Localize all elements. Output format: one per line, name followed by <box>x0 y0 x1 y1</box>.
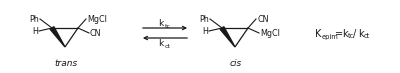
Text: Ph: Ph <box>29 15 39 24</box>
Text: tc: tc <box>165 25 171 29</box>
Polygon shape <box>50 27 65 47</box>
Text: K: K <box>315 29 321 39</box>
Text: Ph: Ph <box>199 15 209 24</box>
Text: /: / <box>353 29 356 39</box>
Text: k: k <box>358 29 364 39</box>
Text: H: H <box>202 26 208 35</box>
Text: CN: CN <box>90 28 102 38</box>
Text: MgCl: MgCl <box>87 15 107 24</box>
Text: H: H <box>32 26 38 35</box>
Text: k: k <box>158 18 163 28</box>
Text: =: = <box>335 29 343 39</box>
Text: cis: cis <box>230 59 242 68</box>
Text: trans: trans <box>54 59 78 68</box>
Text: k: k <box>158 38 163 48</box>
Text: ct: ct <box>165 45 171 49</box>
Text: epim: epim <box>322 34 338 39</box>
Text: k: k <box>342 29 348 39</box>
Polygon shape <box>220 27 235 47</box>
Text: MgCl: MgCl <box>260 28 280 38</box>
Text: ct: ct <box>364 34 370 39</box>
Text: tc: tc <box>348 34 354 39</box>
Text: CN: CN <box>257 15 268 24</box>
